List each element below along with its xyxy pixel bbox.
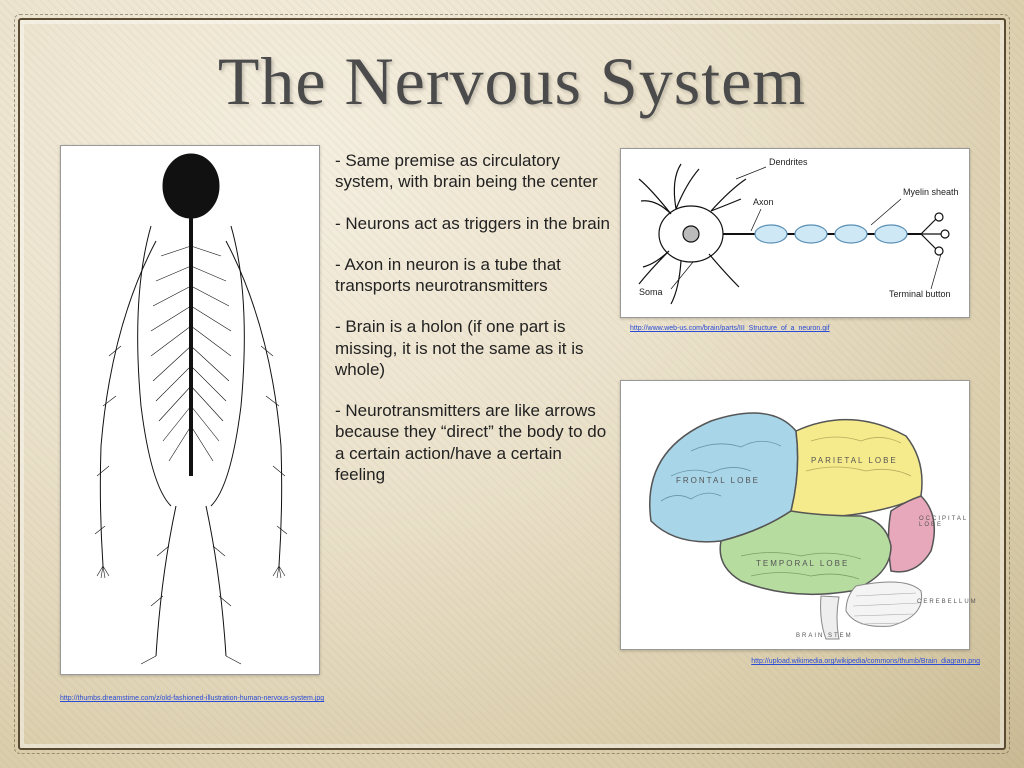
brain-label-frontal: FRONTAL LOBE: [676, 476, 760, 485]
bullet-item: - Brain is a holon (if one part is missi…: [335, 316, 615, 380]
brain-label-occipital: OCCIPITAL LOBE: [919, 516, 969, 528]
neuron-label-dendrites: Dendrites: [769, 157, 808, 167]
brain-label-parietal: PARIETAL LOBE: [811, 456, 898, 465]
brain-lobes-diagram: FRONTAL LOBE PARIETAL LOBE TEMPORAL LOBE…: [620, 380, 970, 650]
nervous-system-body-figure: [60, 145, 320, 675]
credit-link-brain[interactable]: http://upload.wikimedia.org/wikipedia/co…: [700, 658, 980, 665]
neuron-label-soma: Soma: [639, 287, 663, 297]
credit-link-body[interactable]: http://thumbs.dreamstime.com/z/old-fashi…: [60, 695, 380, 702]
credit-link-neuron[interactable]: http://www.web-us.com/brain/parts/III_St…: [630, 325, 970, 332]
neuron-label-myelin: Myelin sheath: [903, 187, 963, 197]
brain-label-brainstem: BRAIN STEM: [796, 633, 853, 639]
bullet-item: - Axon in neuron is a tube that transpor…: [335, 254, 615, 297]
bullet-item: - Same premise as circulatory system, wi…: [335, 150, 615, 193]
brain-label-cerebellum: CEREBELLUM: [917, 599, 978, 605]
page-title: The Nervous System: [0, 42, 1024, 121]
bullet-item: - Neurons act as triggers in the brain: [335, 213, 615, 234]
neuron-label-axon: Axon: [753, 197, 774, 207]
bullet-item: - Neurotransmitters are like arrows beca…: [335, 400, 615, 485]
neuron-label-terminal: Terminal button: [889, 289, 969, 299]
bullet-column: - Same premise as circulatory system, wi…: [335, 150, 615, 505]
neuron-diagram: Soma Dendrites Axon Myelin sheath Termin…: [620, 148, 970, 318]
brain-label-temporal: TEMPORAL LOBE: [756, 559, 849, 568]
